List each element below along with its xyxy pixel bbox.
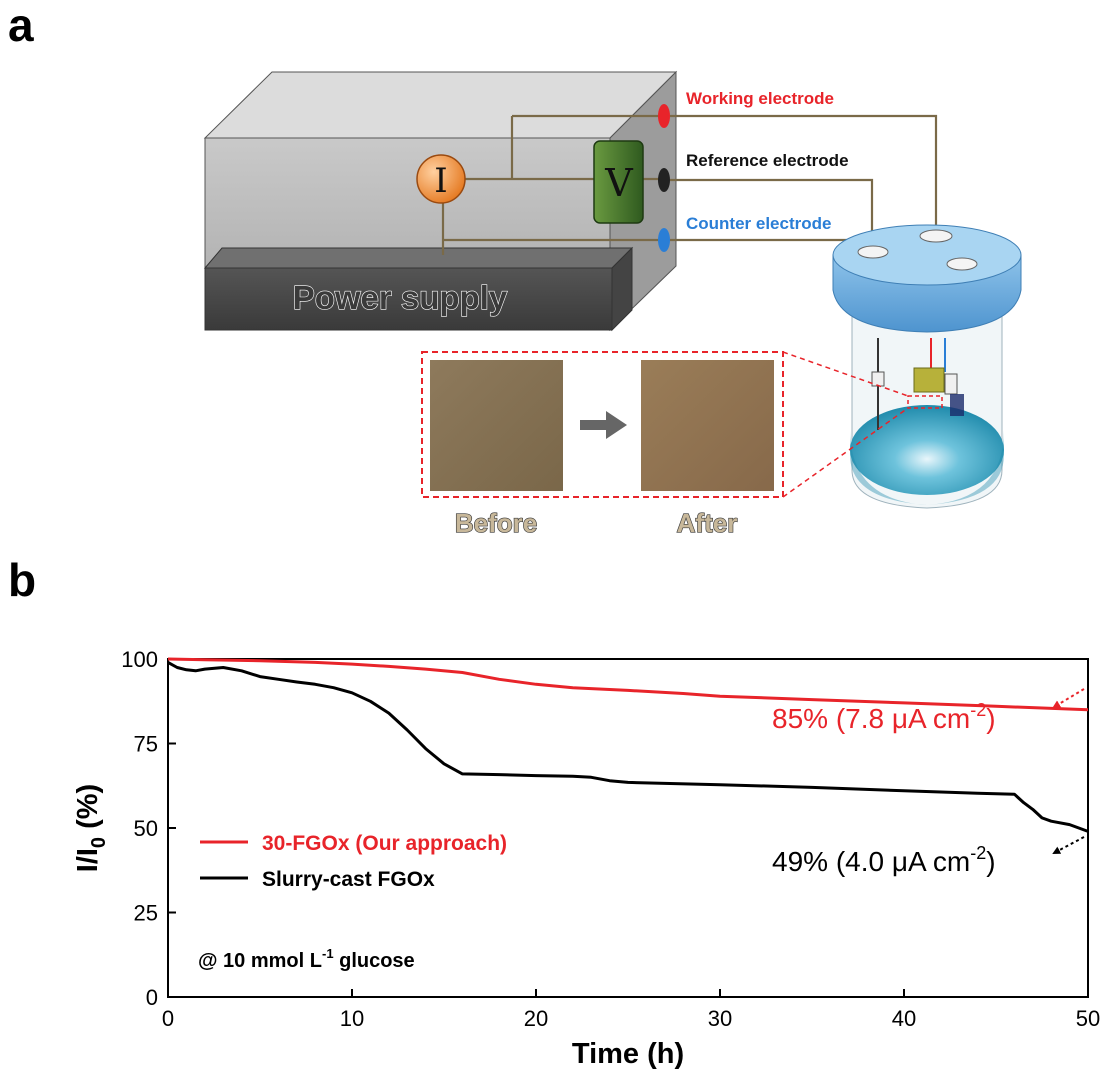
end-label-slurry-cast-sup: -2 — [970, 843, 986, 863]
after-photo — [641, 360, 774, 491]
end-label-30-fgox-tail: ) — [986, 703, 995, 734]
inset-frame — [421, 351, 784, 498]
legend-label-30-fgox: 30-FGOx (Our approach) — [262, 832, 507, 855]
reference-electrode-label: Reference electrode — [686, 151, 849, 170]
condition-note: @ 10 mmol L-1 glucose — [198, 946, 415, 972]
before-label: Before — [455, 508, 537, 538]
end-label-slurry-cast-tail: ) — [986, 846, 995, 877]
y-tick-label: 100 — [121, 647, 158, 672]
power-supply-label: Power supply — [293, 279, 508, 316]
counter-electrode-terminal — [658, 228, 670, 252]
power-supply-box-top — [203, 71, 678, 139]
power-supply-base-front — [204, 267, 613, 331]
x-axis-label: Time (h) — [572, 1038, 684, 1070]
y-tick-label: 25 — [134, 901, 158, 926]
x-tick-label: 40 — [892, 1006, 916, 1031]
end-arrow-slurry-cast — [1052, 836, 1085, 854]
series-line-30-fgox — [167, 657, 1089, 712]
condition-note-superscript: -1 — [322, 946, 334, 961]
ammeter-symbol: I — [434, 161, 447, 201]
condition-note-suffix: glucose — [334, 950, 415, 972]
legend: 30-FGOx (Our approach) Slurry-cast FGOx — [200, 832, 507, 891]
working-electrode-terminal — [658, 104, 670, 128]
voltmeter-symbol: V — [604, 161, 633, 205]
electrochemical-cell — [832, 224, 1022, 509]
series-lines — [167, 657, 1089, 833]
y-axis-ticks: 0 25 50 75 100 — [121, 647, 176, 1010]
x-tick-label: 20 — [524, 1006, 548, 1031]
before-photo — [430, 360, 563, 491]
x-tick-label: 0 — [162, 1006, 174, 1031]
y-tick-label: 75 — [134, 732, 158, 757]
counter-electrode-label: Counter electrode — [686, 214, 831, 233]
end-arrow-30-fgox — [1052, 688, 1085, 709]
ammeter-icon — [416, 154, 466, 204]
series-line-slurry-cast — [167, 661, 1089, 833]
svg-text:I/I0 (%): I/I0 (%) — [72, 784, 110, 872]
legend-label-slurry-cast: Slurry-cast FGOx — [262, 868, 435, 891]
x-tick-label: 50 — [1076, 1006, 1100, 1031]
y-axis-label: I/I0 (%) — [72, 784, 110, 872]
electrochemical-setup-schematic: Power supply I V Working electrode Refer… — [203, 70, 1022, 539]
voltmeter-icon — [593, 140, 644, 224]
end-label-30-fgox-sup: -2 — [970, 700, 986, 720]
x-tick-label: 10 — [340, 1006, 364, 1031]
end-label-30-fgox: 85% (7.8 μA cm-2) — [772, 700, 996, 734]
x-axis-ticks: 0 10 20 30 40 50 — [162, 989, 1100, 1031]
power-supply-base-top — [203, 247, 634, 269]
working-electrode-label: Working electrode — [686, 89, 834, 108]
internal-wiring — [441, 114, 664, 255]
y-tick-label: 50 — [134, 816, 158, 841]
y-tick-label: 0 — [146, 985, 158, 1010]
after-label: After — [677, 508, 738, 538]
x-tick-label: 30 — [708, 1006, 732, 1031]
condition-note-main: @ 10 mmol L — [198, 950, 322, 972]
panel-label-a: a — [8, 0, 34, 51]
arrow-right-icon — [580, 411, 627, 439]
y-axis-label-main: I/I — [72, 848, 104, 872]
end-label-slurry-cast: 49% (4.0 μA cm-2) — [772, 843, 996, 877]
reference-electrode-terminal — [658, 168, 670, 192]
end-label-slurry-cast-main: 49% (4.0 μA cm — [772, 846, 970, 877]
panel-label-b: b — [8, 554, 37, 606]
end-label-30-fgox-main: 85% (7.8 μA cm — [772, 703, 970, 734]
y-axis-label-suffix: (%) — [72, 784, 104, 837]
y-axis-label-subscript: 0 — [88, 837, 110, 848]
